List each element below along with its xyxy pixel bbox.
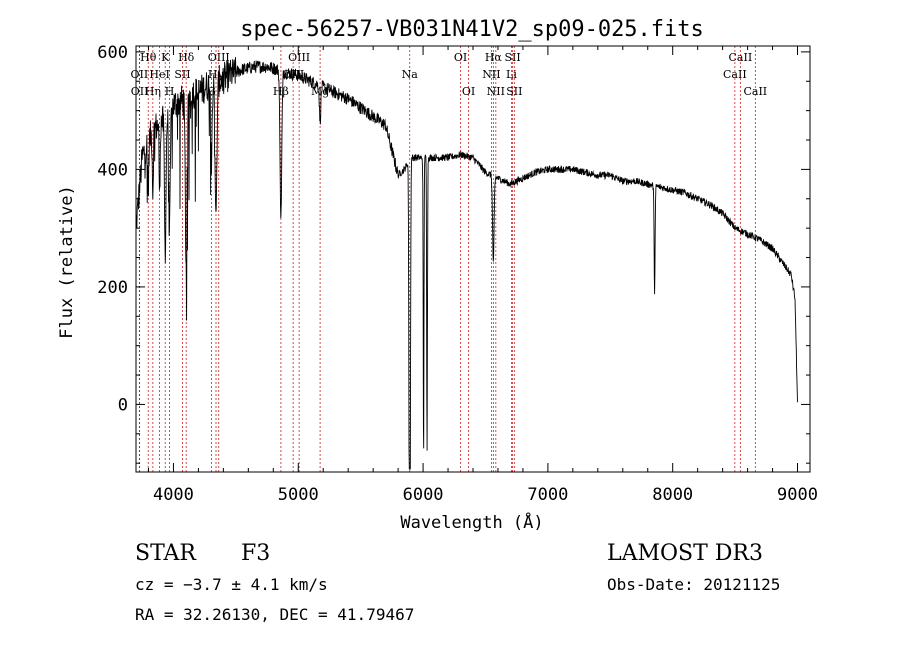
y-tick-label: 400 bbox=[97, 160, 128, 180]
coordinates: RA = 32.26130, DEC = 41.79467 bbox=[135, 605, 415, 624]
line-marker-label: Hγ bbox=[208, 68, 225, 81]
line-marker-label: CaII bbox=[723, 68, 747, 81]
object-subclass: F3 bbox=[241, 541, 271, 566]
x-tick-label: 5000 bbox=[278, 485, 319, 505]
line-marker-label: Li bbox=[506, 68, 517, 81]
x-tick-label: 9000 bbox=[777, 485, 818, 505]
y-tick-label: 600 bbox=[97, 43, 128, 63]
object-class: STAR bbox=[135, 541, 196, 566]
line-markers bbox=[138, 46, 756, 472]
line-marker-label: OII bbox=[131, 68, 149, 81]
line-marker-label: NII bbox=[482, 68, 500, 81]
x-tick-label: 4000 bbox=[153, 485, 194, 505]
line-marker-label: SII bbox=[174, 68, 190, 81]
line-marker-label: SII bbox=[506, 85, 522, 98]
line-marker-label: OI bbox=[454, 51, 467, 64]
line-marker-label: K bbox=[161, 51, 170, 64]
chart-title: spec-56257-VB031N41V2_sp09-025.fits bbox=[240, 17, 704, 42]
line-marker-label: Hθ bbox=[140, 51, 157, 64]
line-marker-label: Hα bbox=[485, 51, 503, 64]
line-marker-label: Hδ bbox=[178, 51, 195, 64]
line-marker-label: OIII bbox=[288, 51, 310, 64]
x-axis: 4000 5000 6000 7000 8000 9000 bbox=[147, 46, 818, 505]
line-marker-label: CaII bbox=[743, 85, 767, 98]
y-tick-label: 0 bbox=[118, 395, 128, 415]
line-marker-label: CaII bbox=[729, 51, 753, 64]
line-marker-label: Na bbox=[402, 68, 419, 81]
y-axis: 0 200 400 600 bbox=[97, 43, 810, 464]
survey-name: LAMOST DR3 bbox=[607, 541, 763, 566]
line-marker-label: Hβ bbox=[273, 85, 289, 98]
line-marker-label: SII bbox=[504, 51, 520, 64]
x-axis-label: Wavelength (Å) bbox=[400, 511, 543, 533]
y-tick-label: 200 bbox=[97, 278, 128, 298]
line-marker-label: NII bbox=[487, 85, 505, 98]
line-marker-label: OII bbox=[131, 85, 149, 98]
x-tick-label: 8000 bbox=[652, 485, 693, 505]
redshift-cz: cz = −3.7 ± 4.1 km/s bbox=[135, 575, 328, 594]
plot-frame bbox=[135, 45, 811, 473]
spectrum-line bbox=[135, 56, 798, 470]
line-marker-label: Hη bbox=[145, 85, 161, 98]
x-tick-label: 7000 bbox=[527, 485, 568, 505]
y-axis-label: Flux (relative) bbox=[57, 185, 77, 339]
line-marker-label: H bbox=[165, 85, 175, 98]
observation-date: Obs-Date: 20121125 bbox=[607, 575, 781, 594]
line-marker-label: OIII bbox=[208, 51, 230, 64]
x-tick-label: 6000 bbox=[403, 485, 444, 505]
line-marker-label: OI bbox=[462, 85, 475, 98]
line-marker-label: HeI bbox=[149, 68, 169, 81]
line-marker-label: G bbox=[207, 85, 216, 98]
